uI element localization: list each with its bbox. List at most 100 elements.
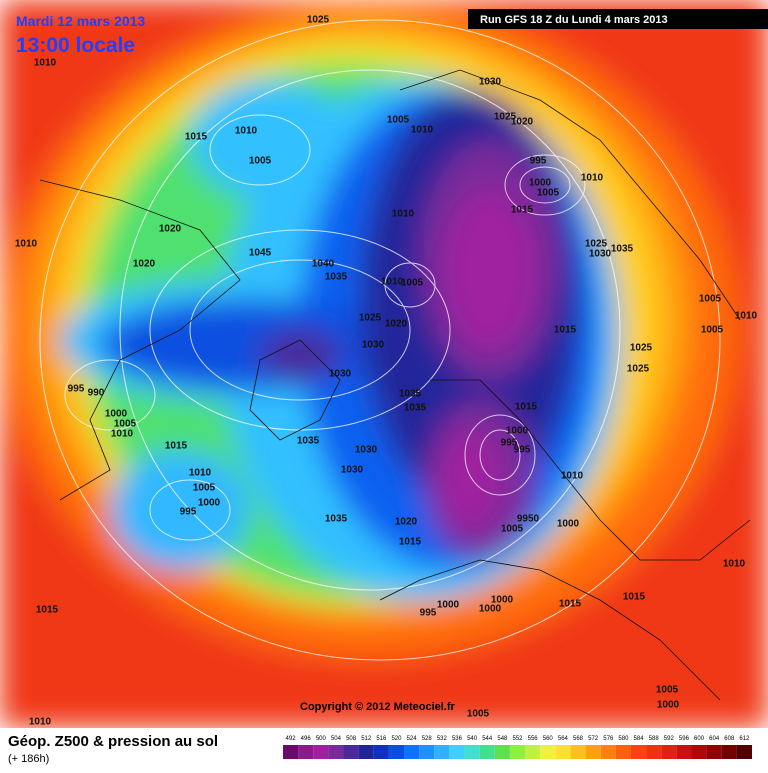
scale-swatch xyxy=(661,745,677,759)
pressure-label: 1030 xyxy=(362,340,385,351)
pressure-label: 1035 xyxy=(325,272,348,283)
scale-swatch xyxy=(736,745,752,759)
pressure-label: 1015 xyxy=(185,132,208,143)
scale-swatch xyxy=(646,745,662,759)
pressure-label: 1010 xyxy=(15,239,38,250)
pressure-label: 995 xyxy=(501,438,518,449)
scale-swatch xyxy=(298,745,314,759)
scale-tick-label: 588 xyxy=(649,736,660,742)
scale-swatch xyxy=(373,745,389,759)
scale-swatch xyxy=(525,745,541,759)
pressure-label: 1040 xyxy=(312,259,335,270)
scale-swatch xyxy=(540,745,556,759)
footer-title: Géop. Z500 & pression au sol xyxy=(8,733,218,750)
pressure-label: 1010 xyxy=(235,126,258,137)
pressure-label: 1000 xyxy=(198,498,221,509)
pressure-label: 1015 xyxy=(515,402,538,413)
pressure-label: 1015 xyxy=(165,441,188,452)
scale-swatch xyxy=(358,745,374,759)
scale-tick-label: 612 xyxy=(739,736,750,742)
scale-swatch xyxy=(555,745,571,759)
pressure-label: 1015 xyxy=(554,325,577,336)
scale-swatch xyxy=(464,745,480,759)
scale-swatch xyxy=(509,745,526,759)
scale-tick-label: 592 xyxy=(664,736,675,742)
scale-swatch xyxy=(388,745,405,759)
time-label: 13:00 locale xyxy=(16,34,135,57)
scale-swatch xyxy=(283,745,299,759)
pressure-label: 1030 xyxy=(589,249,612,260)
pressure-label: 1010 xyxy=(392,209,415,220)
scale-swatch xyxy=(676,745,692,759)
pressure-label: 1030 xyxy=(479,77,502,88)
scale-tick-label: 596 xyxy=(679,736,690,742)
pressure-label: 1000 xyxy=(437,600,460,611)
scale-tick-label: 532 xyxy=(437,736,448,742)
pressure-label: 1025 xyxy=(494,112,517,123)
scale-tick-label: 604 xyxy=(709,736,720,742)
pressure-label: 1000 xyxy=(529,178,552,189)
pressure-label: 1020 xyxy=(159,224,182,235)
scale-swatch xyxy=(570,745,586,759)
pressure-label: 1005 xyxy=(501,524,524,535)
scale-swatch xyxy=(449,745,465,759)
pressure-label: 1010 xyxy=(381,277,404,288)
isobars xyxy=(39,19,721,661)
pressure-label: 1005 xyxy=(656,685,679,696)
pressure-label: 1000 xyxy=(479,604,502,615)
pressure-label: 1010 xyxy=(561,471,584,482)
scale-tick-label: 556 xyxy=(528,736,539,742)
pressure-label: 1010 xyxy=(735,311,758,322)
scale-tick-label: 600 xyxy=(694,736,705,742)
scale-tick-label: 508 xyxy=(346,736,357,742)
scale-swatch xyxy=(615,745,631,759)
pressure-label: 1030 xyxy=(341,465,364,476)
scale-tick-label: 548 xyxy=(497,736,508,742)
pressure-label: 1025 xyxy=(307,15,330,26)
scale-tick-label: 564 xyxy=(558,736,569,742)
scale-swatch xyxy=(585,745,601,759)
pressure-label: 1010 xyxy=(581,173,604,184)
footer-lead: (+ 186h) xyxy=(8,753,49,765)
pressure-label: 1000 xyxy=(105,409,128,420)
pressure-label: 1010 xyxy=(34,58,57,69)
pressure-label: 1010 xyxy=(111,429,134,440)
pressure-label: 1025 xyxy=(585,239,608,250)
scale-tick-label: 552 xyxy=(512,736,523,742)
pressure-label: 1010 xyxy=(189,468,212,479)
pressure-label: 1005 xyxy=(193,483,216,494)
scale-swatch xyxy=(404,745,420,759)
pressure-label: 1035 xyxy=(325,514,348,525)
pressure-label: 1025 xyxy=(359,313,382,324)
pressure-label: 1010 xyxy=(723,559,746,570)
map-field xyxy=(0,0,768,728)
copyright: Copyright © 2012 Meteociel.fr xyxy=(300,701,456,713)
pressure-label: 1015 xyxy=(36,605,59,616)
pressure-label: 995 xyxy=(180,507,197,518)
pressure-label: 9950 xyxy=(517,514,540,525)
pressure-label: 1020 xyxy=(385,319,408,330)
pressure-label: 1005 xyxy=(249,156,272,167)
coastlines xyxy=(39,69,751,701)
scale-swatch xyxy=(313,745,329,759)
scale-swatch xyxy=(706,745,722,759)
pressure-labels: 1025101010301005101010251020101510101005… xyxy=(15,15,758,728)
run-box xyxy=(468,9,768,29)
scale-tick-label: 524 xyxy=(407,736,418,742)
pressure-label: 1000 xyxy=(557,519,580,530)
scale-tick-label: 560 xyxy=(543,736,554,742)
pressure-label: 1020 xyxy=(133,259,156,270)
pressure-label: 1005 xyxy=(114,419,137,430)
pressure-label: 1030 xyxy=(355,445,378,456)
scale-tick-label: 504 xyxy=(331,736,342,742)
scale-tick-label: 536 xyxy=(452,736,463,742)
scale-tick-label: 576 xyxy=(603,736,614,742)
date-label: Mardi 12 mars 2013 xyxy=(16,13,145,29)
pressure-label: 995 xyxy=(514,445,531,456)
scale-tick-label: 568 xyxy=(573,736,584,742)
pressure-label: 1000 xyxy=(506,426,529,437)
pressure-label: 1005 xyxy=(699,294,722,305)
scale-swatch xyxy=(600,745,616,759)
pressure-label: 1015 xyxy=(399,537,422,548)
pressure-label: 1010 xyxy=(29,717,52,728)
